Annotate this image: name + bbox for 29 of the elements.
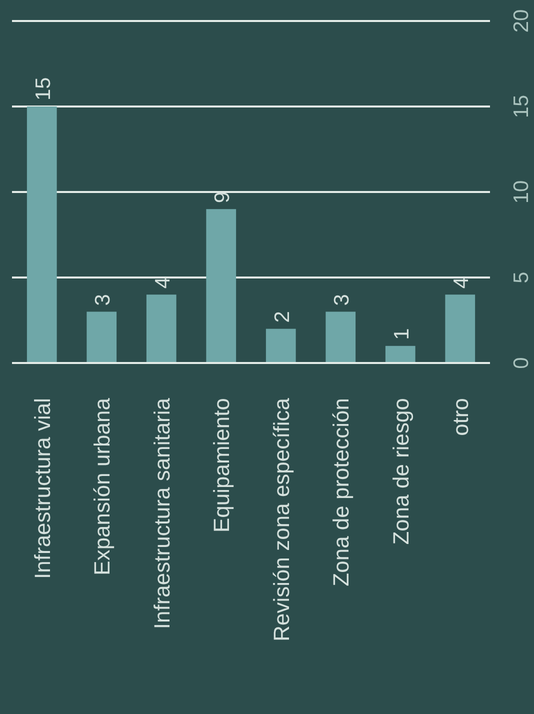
y-tick-label: 15 xyxy=(510,94,533,118)
y-tick-label: 5 xyxy=(510,272,533,284)
bar xyxy=(26,106,57,363)
data-label: 3 xyxy=(330,294,354,306)
bar xyxy=(146,294,176,363)
data-label: 3 xyxy=(92,294,115,306)
data-label: 1 xyxy=(390,328,414,340)
x-tick-label: Infraestructura vial xyxy=(30,398,55,579)
bar xyxy=(266,328,296,363)
data-label: 9 xyxy=(211,191,234,204)
data-label: 2 xyxy=(270,311,294,323)
bar xyxy=(206,209,236,363)
bar xyxy=(326,312,356,363)
x-tick-label: Expansión urbana xyxy=(90,397,115,576)
x-tick-label: otro xyxy=(448,398,474,436)
bar xyxy=(86,312,117,363)
y-tick-label: 20 xyxy=(510,9,533,33)
bar xyxy=(445,294,476,363)
x-tick-label: Equipamiento xyxy=(209,398,234,533)
x-tick-label: Revisión zona específica xyxy=(268,397,294,642)
bar xyxy=(385,346,416,363)
y-tick-label: 0 xyxy=(510,357,533,369)
data-label: 4 xyxy=(151,276,174,289)
x-tick-label: Zona de riesgo xyxy=(388,398,414,545)
y-tick-label: 10 xyxy=(510,180,533,204)
x-tick-label: Infraestructura sanitaria xyxy=(149,397,174,630)
data-label: 4 xyxy=(450,276,474,289)
x-tick-label: Zona de protección xyxy=(328,398,354,586)
data-label: 15 xyxy=(32,77,55,100)
